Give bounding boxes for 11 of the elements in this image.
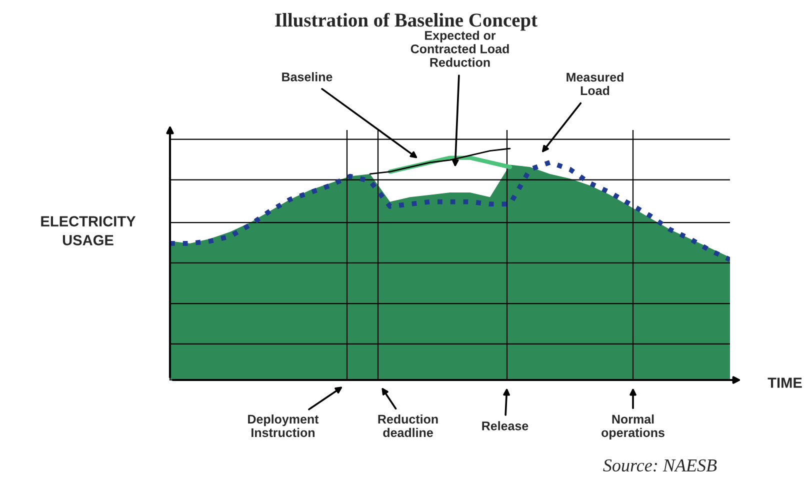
text: Expected or Contracted Load Reduction (410, 30, 509, 67)
text: Release (482, 421, 528, 430)
text: Reduction deadline (378, 414, 438, 438)
text: Baseline (282, 72, 332, 82)
source-note: Source: NAESB (603, 459, 717, 472)
x-axis-title: TIME (768, 378, 802, 388)
text: Deployment Instruction (248, 414, 319, 438)
y-axis-title: ELECTRICITY USAGE (41, 216, 136, 246)
text: Normal operations (602, 414, 664, 440)
text: Measured Load (566, 72, 624, 96)
chart-title: Illustration of Baseline Concept (275, 12, 538, 31)
